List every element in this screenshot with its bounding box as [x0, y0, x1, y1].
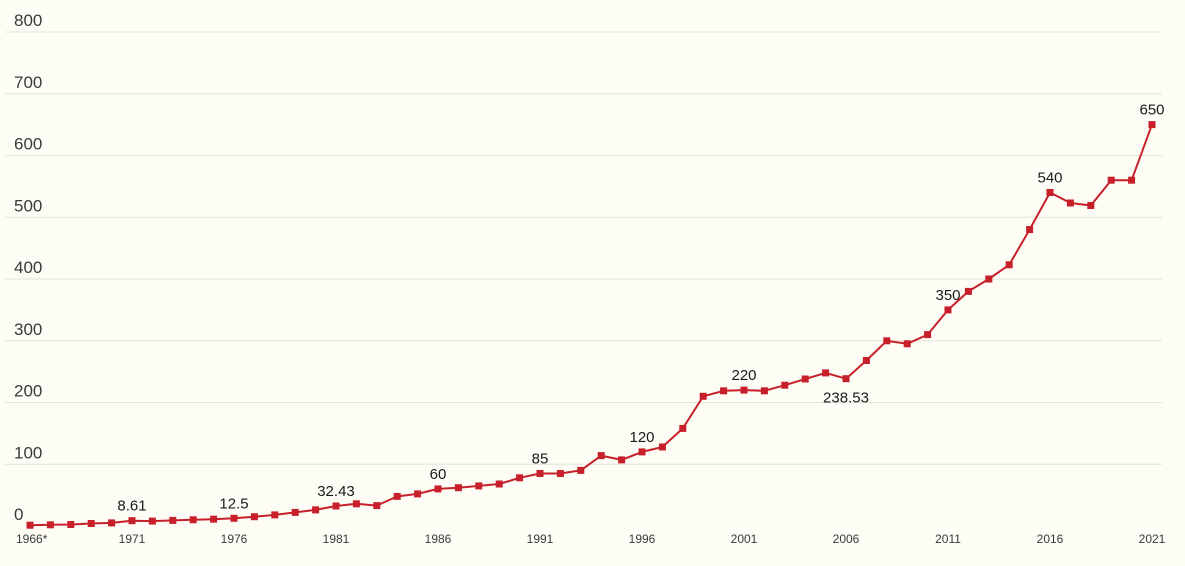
data-point-marker [332, 502, 340, 510]
data-point-marker [658, 443, 666, 451]
data-point-marker [638, 448, 646, 456]
series-layer [26, 121, 1156, 529]
data-point-marker [760, 387, 768, 395]
data-point-marker [699, 392, 707, 400]
data-point-marker [618, 456, 626, 464]
x-tick-label: 2016 [1037, 532, 1064, 546]
data-point-marker [108, 519, 116, 527]
y-axis-labels: 0 100 200 300 400 500 600 700 800 [14, 11, 42, 524]
x-tick-label: 2021 [1139, 532, 1166, 546]
data-point-marker [597, 452, 605, 460]
data-point-marker [801, 375, 809, 383]
x-tick-label: 2001 [731, 532, 758, 546]
data-point-marker [740, 386, 748, 394]
y-tick-label: 300 [14, 320, 42, 339]
data-label: 220 [731, 367, 756, 384]
data-point-marker [434, 485, 442, 493]
data-point-marker [495, 480, 503, 488]
data-point-marker [924, 331, 932, 339]
data-point-marker [1026, 226, 1034, 234]
data-point-marker [128, 517, 136, 525]
data-point-marker [883, 337, 891, 345]
data-label: 238.53 [823, 390, 869, 407]
series-line [29, 124, 1153, 527]
data-point-marker [393, 492, 401, 500]
data-point-marker [414, 490, 422, 498]
y-tick-label: 0 [14, 505, 23, 524]
x-tick-label: 1976 [221, 532, 248, 546]
x-tick-label: 1986 [425, 532, 452, 546]
y-tick-label: 200 [14, 382, 42, 401]
data-point-marker [862, 357, 870, 364]
data-point-marker [964, 287, 972, 295]
data-point-marker [26, 521, 34, 529]
x-tick-label: 1996 [629, 532, 656, 546]
data-point-marker [985, 275, 993, 283]
data-label: 12.5 [219, 495, 248, 512]
y-tick-label: 700 [14, 73, 42, 92]
grid-layer [5, 31, 1162, 465]
data-point-marker [1005, 261, 1013, 269]
data-point-marker [475, 482, 483, 490]
data-point-marker [1128, 176, 1136, 184]
data-label: 540 [1037, 170, 1062, 187]
y-tick-label: 800 [14, 11, 42, 30]
data-point-marker [291, 508, 299, 516]
y-tick-label: 500 [14, 196, 42, 215]
data-point-marker [169, 516, 177, 524]
x-tick-label: 1966* [16, 532, 48, 546]
data-point-marker [516, 474, 524, 482]
x-tick-label: 1971 [119, 532, 146, 546]
data-point-marker [720, 387, 728, 395]
data-point-marker [210, 515, 218, 523]
data-point-marker [148, 517, 156, 525]
data-point-marker [903, 340, 911, 348]
data-label: 85 [532, 451, 549, 468]
x-tick-label: 1981 [323, 532, 350, 546]
data-label: 32.43 [317, 483, 355, 500]
data-point-marker [1066, 199, 1074, 207]
data-point-marker [312, 506, 320, 514]
data-point-marker [822, 369, 830, 377]
data-point-marker [454, 484, 462, 492]
data-point-marker [556, 470, 564, 477]
data-point-marker [271, 511, 279, 519]
data-point-marker [1107, 176, 1115, 184]
data-label: 350 [935, 287, 960, 304]
data-point-marker [87, 520, 95, 527]
data-point-marker [781, 381, 789, 389]
data-point-marker [1087, 202, 1095, 209]
x-tick-label: 1991 [527, 532, 554, 546]
data-labels: 8.61 12.5 32.43 60 85 120 220 238.53 350 540 650 [117, 102, 1164, 515]
data-label: 8.61 [117, 498, 146, 515]
data-label: 120 [629, 429, 654, 446]
x-axis-labels: 1966* 1971 1976 1981 1986 1991 1996 2001 2006 201… [16, 532, 1166, 546]
data-point-marker [577, 466, 585, 474]
data-point-marker [536, 470, 544, 477]
x-tick-label: 2006 [833, 532, 860, 546]
data-point-marker [1148, 121, 1156, 129]
y-tick-label: 100 [14, 443, 42, 462]
y-tick-label: 600 [14, 135, 42, 154]
data-point-marker [46, 521, 54, 529]
data-point-marker [250, 513, 258, 521]
data-point-marker [352, 500, 360, 508]
data-point-marker [944, 306, 952, 314]
data-point-marker [230, 514, 238, 522]
data-point-marker [1046, 189, 1054, 196]
y-tick-label: 400 [14, 258, 42, 277]
data-point-marker [67, 521, 75, 528]
data-label: 60 [430, 466, 447, 483]
x-tick-label: 2011 [935, 532, 961, 546]
data-point-marker [842, 375, 850, 383]
data-point-marker [373, 502, 381, 510]
data-label: 650 [1139, 102, 1164, 119]
data-point-marker [189, 516, 197, 524]
data-point-marker [679, 424, 687, 432]
